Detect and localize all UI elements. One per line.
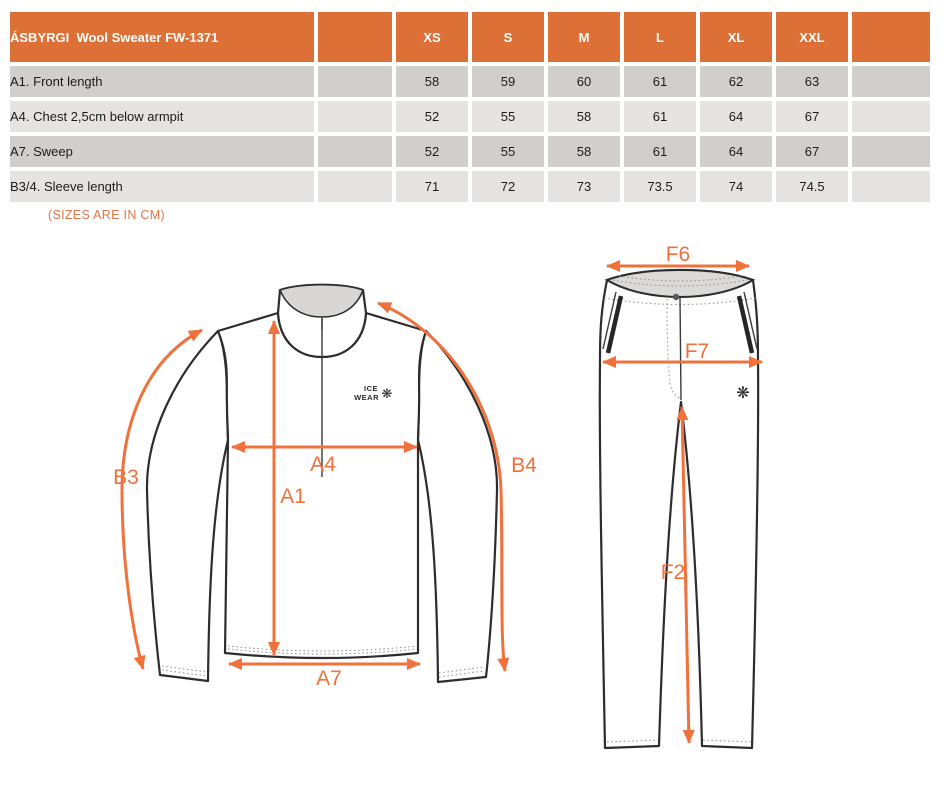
leg-hem-stitching <box>606 739 659 743</box>
size-column-header: XS <box>396 12 468 62</box>
size-column-header: L <box>624 12 696 62</box>
trailing-cell <box>852 171 930 202</box>
size-value-cell: 67 <box>776 136 848 167</box>
size-value-cell: 64 <box>700 101 772 132</box>
size-value-cell: 55 <box>472 136 544 167</box>
left-pocket-opening <box>605 295 624 354</box>
snowflake-icon: ❋ <box>382 386 393 401</box>
row-label-cell: A1. Front length <box>10 66 314 97</box>
units-note: (SIZES ARE IN CM) <box>48 208 165 222</box>
right-pocket-opening <box>736 295 755 354</box>
sweater-right-sleeve <box>416 329 499 684</box>
f6-label: F6 <box>666 243 691 266</box>
right-pocket-seam <box>743 291 758 350</box>
spacer-cell <box>318 66 392 97</box>
table-row: B3/4. Sleeve length 71 72 73 73.5 74 74.… <box>10 171 930 202</box>
f2-arrow <box>676 406 695 744</box>
size-value-cell: 52 <box>396 136 468 167</box>
size-value-cell: 74 <box>700 171 772 202</box>
table-row: A7. Sweep 52 55 58 61 64 67 <box>10 136 930 167</box>
table-row: A1. Front length 58 59 60 61 62 63 <box>10 66 930 97</box>
a4-label: A4 <box>310 453 336 476</box>
b4-arrow <box>377 301 510 672</box>
b3-label: B3 <box>113 466 139 489</box>
size-value-cell: 67 <box>776 101 848 132</box>
table-row: A4. Chest 2,5cm below armpit 52 55 58 61… <box>10 101 930 132</box>
product-title-cell: ÁSBYRGI Wool Sweater FW-1371 <box>10 12 314 62</box>
pants-diagram: ❋ F6 F7 F2 <box>598 243 763 750</box>
size-column-header: S <box>472 12 544 62</box>
b3-arrow <box>120 328 203 670</box>
cuff-stitching <box>161 665 208 677</box>
f7-label: F7 <box>685 340 710 363</box>
b4-label: B4 <box>511 454 537 477</box>
collar-opening <box>278 283 365 318</box>
row-label-cell: B3/4. Sleeve length <box>10 171 314 202</box>
waistband-stitching <box>612 279 748 287</box>
snowflake-icon: ❋ <box>736 385 749 402</box>
size-value-cell: 74.5 <box>776 171 848 202</box>
a1-label: A1 <box>280 485 306 508</box>
sweater-diagram: ICE WEAR ❋ B3 A4 A1 B4 A7 <box>113 283 537 690</box>
trailing-cell <box>852 136 930 167</box>
size-value-cell: 73.5 <box>624 171 696 202</box>
waistband-stitching <box>618 275 742 282</box>
size-value-cell: 58 <box>548 101 620 132</box>
sweater-left-sleeve <box>145 329 230 683</box>
trailing-cell <box>852 12 930 62</box>
spacer-cell <box>318 101 392 132</box>
size-chart-table: ÁSBYRGI Wool Sweater FW-1371 XS S M L XL… <box>6 8 934 206</box>
size-value-cell: 61 <box>624 66 696 97</box>
left-pocket-seam <box>602 291 617 350</box>
fly-stitching <box>666 298 681 399</box>
spacer-cell <box>318 12 392 62</box>
size-value-cell: 73 <box>548 171 620 202</box>
logo-text-line1: ICE <box>364 384 378 393</box>
size-value-cell: 58 <box>396 66 468 97</box>
fly-line <box>679 296 682 401</box>
size-value-cell: 60 <box>548 66 620 97</box>
logo-text-line2: WEAR <box>354 393 379 402</box>
size-value-cell: 72 <box>472 171 544 202</box>
row-label-cell: A7. Sweep <box>10 136 314 167</box>
size-value-cell: 52 <box>396 101 468 132</box>
size-value-cell: 61 <box>624 101 696 132</box>
size-value-cell: 58 <box>548 136 620 167</box>
table-header-row: ÁSBYRGI Wool Sweater FW-1371 XS S M L XL… <box>10 12 930 62</box>
size-column-header: XXL <box>776 12 848 62</box>
trailing-cell <box>852 101 930 132</box>
size-value-cell: 62 <box>700 66 772 97</box>
pants-body <box>598 268 760 750</box>
size-value-cell: 64 <box>700 136 772 167</box>
size-value-cell: 71 <box>396 171 468 202</box>
spacer-cell <box>318 136 392 167</box>
size-value-cell: 55 <box>472 101 544 132</box>
size-value-cell: 59 <box>472 66 544 97</box>
row-label-cell: A4. Chest 2,5cm below armpit <box>10 101 314 132</box>
waist-button <box>672 293 680 301</box>
size-value-cell: 61 <box>624 136 696 167</box>
a7-label: A7 <box>316 667 342 690</box>
f2-label: F2 <box>661 561 686 584</box>
size-column-header: M <box>548 12 620 62</box>
size-column-header: XL <box>700 12 772 62</box>
spacer-cell <box>318 171 392 202</box>
size-value-cell: 63 <box>776 66 848 97</box>
trailing-cell <box>852 66 930 97</box>
